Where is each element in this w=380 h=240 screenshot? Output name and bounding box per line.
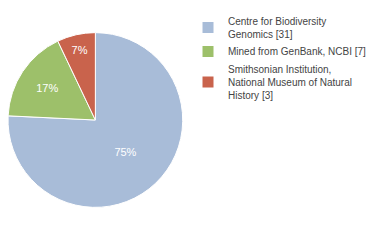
svg-text:Mined from GenBank, NCBI [7]: Mined from GenBank, NCBI [7] bbox=[228, 46, 366, 57]
svg-text:7%: 7% bbox=[72, 44, 88, 56]
svg-text:75%: 75% bbox=[114, 146, 136, 158]
svg-text:Centre for BiodiversityGenomic: Centre for BiodiversityGenomics [31] bbox=[228, 16, 326, 40]
svg-text:Smithsonian Institution,Nation: Smithsonian Institution,National Museum … bbox=[228, 64, 352, 101]
svg-text:17%: 17% bbox=[36, 82, 58, 94]
